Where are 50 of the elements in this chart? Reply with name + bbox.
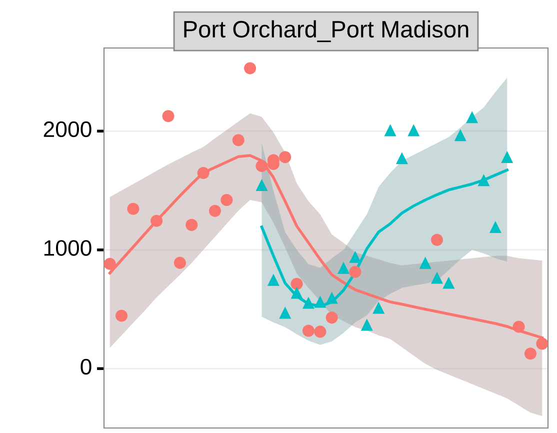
point [104, 258, 116, 270]
point [302, 296, 314, 309]
point [197, 167, 210, 180]
point [244, 62, 256, 74]
chart-title: Port Orchard_Port Madison [184, 20, 468, 42]
line-series [260, 168, 508, 308]
point [512, 320, 525, 333]
point [290, 278, 303, 290]
point [290, 286, 303, 299]
point [408, 124, 420, 136]
point [524, 348, 536, 360]
point [314, 296, 326, 308]
point [220, 194, 233, 206]
point [326, 292, 338, 304]
y-tick-label: 0 [80, 358, 92, 375]
point [174, 256, 186, 269]
point [384, 124, 396, 136]
point [302, 324, 314, 337]
y-tick-label: 2000 [44, 121, 92, 138]
point [466, 111, 478, 124]
point [419, 256, 432, 269]
point [186, 218, 198, 231]
point [430, 234, 444, 246]
point [279, 306, 292, 319]
point [478, 174, 490, 186]
point [326, 312, 338, 324]
point [396, 152, 408, 164]
point [430, 272, 444, 284]
point [442, 276, 455, 289]
point [454, 129, 466, 142]
point [267, 274, 280, 286]
point [279, 151, 292, 164]
point [256, 179, 268, 192]
point [536, 338, 548, 350]
point [208, 204, 222, 217]
point [349, 266, 362, 278]
point [314, 326, 326, 338]
point [360, 318, 373, 331]
point [116, 310, 128, 322]
point [489, 220, 502, 233]
y-tick-label: 1000 [44, 240, 92, 256]
point [256, 160, 268, 172]
point [338, 262, 350, 274]
point [349, 250, 362, 263]
point [372, 302, 385, 314]
point [150, 214, 163, 227]
point [501, 151, 514, 164]
point [162, 110, 174, 122]
point [232, 134, 244, 146]
point [127, 202, 140, 215]
